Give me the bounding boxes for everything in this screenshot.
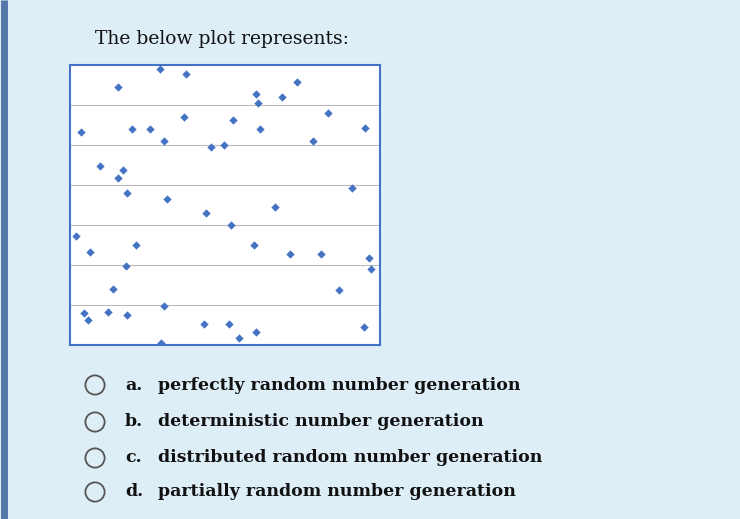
Point: [248, 240, 260, 249]
Point: [254, 125, 266, 133]
Point: [363, 254, 375, 262]
Point: [332, 286, 344, 294]
Point: [269, 202, 281, 211]
Point: [117, 166, 129, 174]
Point: [107, 285, 119, 294]
Point: [112, 173, 124, 182]
Text: distributed random number generation: distributed random number generation: [158, 449, 542, 467]
Point: [121, 311, 133, 319]
Text: a.: a.: [125, 376, 142, 393]
Point: [126, 125, 138, 133]
Point: [78, 308, 90, 317]
Point: [283, 250, 295, 258]
Point: [144, 125, 156, 133]
Text: d.: d.: [125, 484, 143, 500]
Point: [252, 99, 264, 107]
Point: [249, 90, 261, 99]
Point: [322, 109, 334, 117]
Point: [121, 262, 132, 270]
Point: [218, 141, 229, 149]
Point: [234, 334, 246, 342]
Text: partially random number generation: partially random number generation: [158, 484, 516, 500]
Point: [75, 128, 87, 136]
Point: [346, 184, 358, 192]
Text: c.: c.: [125, 449, 141, 467]
Point: [82, 316, 94, 324]
Point: [130, 241, 142, 249]
Point: [201, 209, 212, 217]
Point: [276, 92, 288, 101]
Point: [102, 307, 114, 316]
Text: deterministic number generation: deterministic number generation: [158, 414, 484, 430]
Point: [314, 250, 326, 258]
Point: [158, 302, 170, 310]
Point: [206, 143, 218, 151]
Point: [225, 221, 237, 229]
Point: [95, 162, 107, 171]
Point: [155, 339, 166, 348]
Point: [291, 78, 303, 86]
Point: [158, 136, 170, 145]
Point: [112, 83, 124, 91]
Point: [180, 70, 192, 78]
Point: [308, 136, 320, 145]
Point: [223, 320, 235, 329]
Point: [155, 64, 166, 73]
Point: [226, 116, 238, 125]
Point: [178, 113, 189, 121]
Point: [70, 232, 82, 240]
Point: [359, 124, 371, 132]
Point: [365, 265, 377, 273]
Point: [198, 320, 210, 329]
Point: [161, 195, 172, 203]
Point: [84, 248, 96, 256]
Point: [358, 323, 370, 331]
Text: The below plot represents:: The below plot represents:: [95, 30, 349, 48]
Point: [250, 328, 262, 336]
Point: [121, 189, 132, 197]
Text: perfectly random number generation: perfectly random number generation: [158, 376, 520, 393]
Text: b.: b.: [125, 414, 143, 430]
